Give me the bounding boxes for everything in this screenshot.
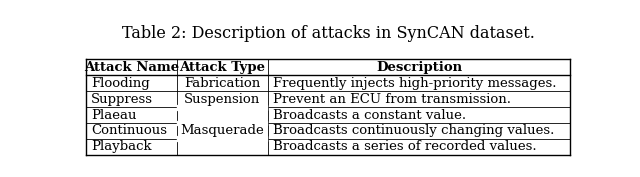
Text: Plaeau: Plaeau: [91, 109, 136, 122]
Text: Broadcasts a series of recorded values.: Broadcasts a series of recorded values.: [273, 140, 536, 153]
Text: Continuous: Continuous: [91, 124, 167, 138]
Text: Suspension: Suspension: [184, 93, 260, 106]
Text: Playback: Playback: [91, 140, 152, 153]
Text: Broadcasts continuously changing values.: Broadcasts continuously changing values.: [273, 124, 554, 138]
Text: Attack Type: Attack Type: [179, 61, 266, 74]
Text: Attack Name: Attack Name: [84, 61, 179, 74]
Text: Broadcasts a constant value.: Broadcasts a constant value.: [273, 109, 466, 122]
Text: Fabrication: Fabrication: [184, 77, 260, 90]
Text: Table 2: Description of attacks in SynCAN dataset.: Table 2: Description of attacks in SynCA…: [122, 25, 534, 42]
Text: Description: Description: [376, 61, 462, 74]
Bar: [177, 136, 268, 141]
Text: Masquerade: Masquerade: [180, 124, 264, 138]
Text: Frequently injects high-priority messages.: Frequently injects high-priority message…: [273, 77, 556, 90]
Text: Suppress: Suppress: [91, 93, 153, 106]
Text: Flooding: Flooding: [91, 77, 150, 90]
Text: Prevent an ECU from transmission.: Prevent an ECU from transmission.: [273, 93, 511, 106]
Bar: [177, 105, 268, 110]
Bar: [177, 121, 268, 125]
